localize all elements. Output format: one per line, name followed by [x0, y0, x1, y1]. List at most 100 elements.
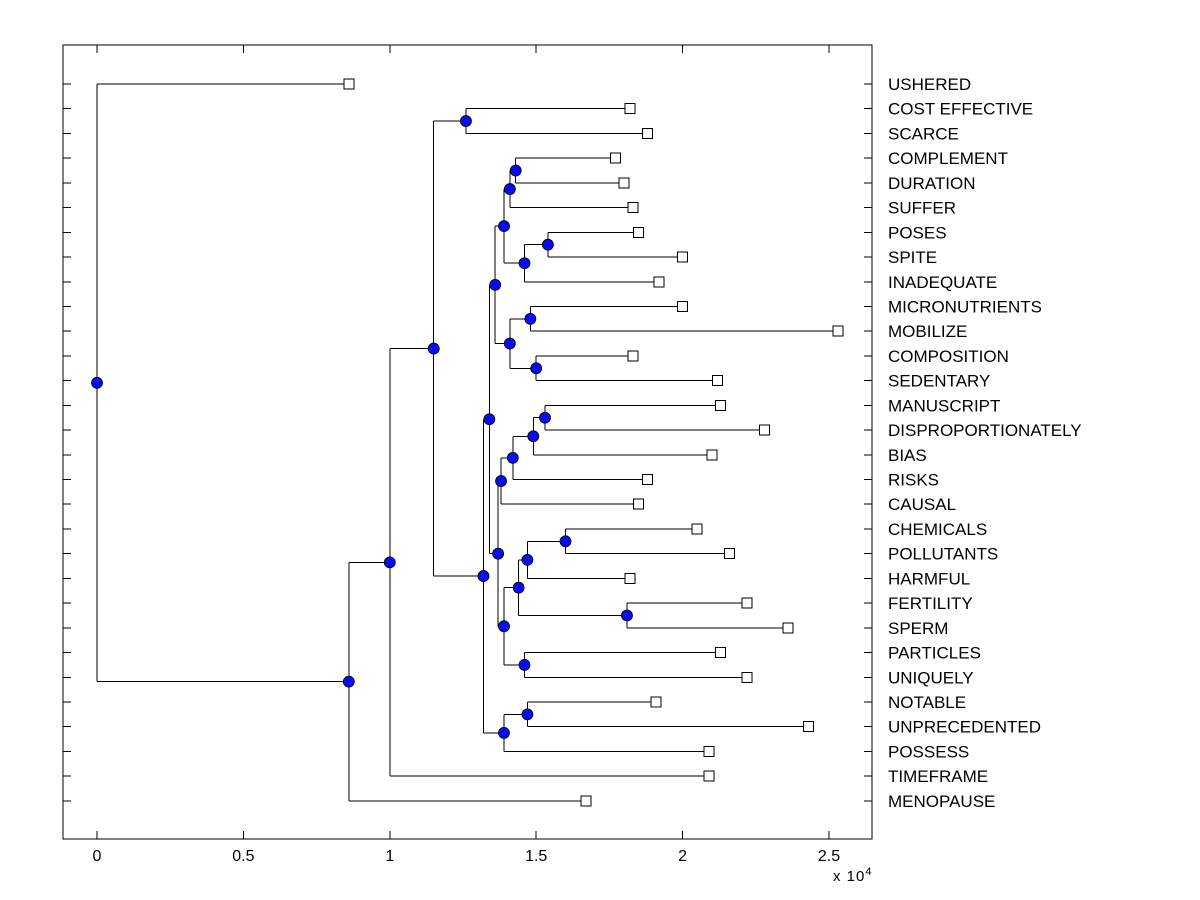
- internal-node-marker: [518, 659, 531, 671]
- leaf-label: DISPROPORTIONATELY: [888, 421, 1082, 440]
- leaf-marker: [759, 424, 771, 436]
- leaf-marker: [650, 696, 662, 708]
- leaf-label: CAUSAL: [888, 495, 956, 514]
- internal-node-marker: [621, 609, 633, 622]
- leaf-marker: [677, 251, 689, 263]
- leaf-marker: [715, 647, 727, 659]
- internal-node-marker: [512, 581, 525, 594]
- internal-node-marker: [460, 115, 472, 127]
- leaf-marker: [624, 103, 636, 115]
- internal-node-marker: [342, 675, 355, 688]
- leaf-marker: [343, 78, 355, 90]
- internal-node-marker: [483, 413, 496, 426]
- leaf-marker: [641, 127, 653, 139]
- leaf-label: UNIQUELY: [888, 668, 974, 687]
- leaf-label: POLLUTANTS: [888, 545, 998, 564]
- leaf-label: POSES: [888, 223, 947, 242]
- internal-node-marker: [477, 570, 490, 582]
- leaf-marker: [653, 276, 665, 288]
- internal-node-marker: [542, 238, 554, 251]
- internal-node-marker: [503, 337, 516, 350]
- leaf-label: FERTILITY: [888, 594, 973, 613]
- leaf-marker: [782, 622, 794, 634]
- leaf-marker: [706, 449, 718, 461]
- leaf-label: MOBILIZE: [888, 322, 967, 341]
- leaf-marker: [641, 474, 653, 486]
- leaf-label: SCARCE: [888, 124, 959, 143]
- leaf-marker: [627, 350, 639, 362]
- leaf-label: POSSESS: [888, 742, 969, 761]
- leaf-marker: [712, 375, 724, 387]
- leaf-label: COMPOSITION: [888, 347, 1009, 366]
- leaf-label: UNPRECEDENTED: [888, 718, 1041, 737]
- leaf-marker: [723, 548, 735, 560]
- leaf-marker: [691, 523, 703, 535]
- leaf-label: RISKS: [888, 471, 939, 490]
- x-axis-multiplier-exponent: 4: [865, 866, 873, 878]
- leaf-marker: [618, 177, 630, 189]
- internal-node-marker: [521, 553, 534, 566]
- x-tick-label: 1: [385, 848, 394, 865]
- internal-node-marker: [506, 451, 519, 464]
- leaf-label: SPERM: [888, 619, 948, 638]
- internal-node-marker: [521, 708, 534, 721]
- x-tick-label: 1.5: [525, 848, 547, 865]
- leaf-marker: [703, 770, 715, 782]
- leaf-marker: [580, 795, 592, 807]
- internal-node-marker: [524, 312, 537, 325]
- leaf-label: USHERED: [888, 75, 971, 94]
- x-tick-label: 2.5: [818, 848, 840, 865]
- leaf-label: CHEMICALS: [888, 520, 987, 539]
- x-axis-multiplier-base: x 10: [833, 868, 866, 885]
- leaf-label: DURATION: [888, 174, 976, 193]
- leaf-marker: [624, 572, 636, 584]
- internal-node-marker: [509, 164, 522, 177]
- internal-node-marker: [492, 547, 505, 560]
- leaf-marker: [627, 202, 639, 214]
- x-tick-label: 0.5: [232, 848, 254, 865]
- leaf-marker: [703, 745, 715, 757]
- x-axis-multiplier-label: x 104: [833, 866, 872, 885]
- leaf-label: MICRONUTRIENTS: [888, 297, 1042, 316]
- leaf-label: TIMEFRAME: [888, 767, 988, 786]
- internal-node-marker: [498, 620, 510, 633]
- leaf-marker: [633, 498, 645, 510]
- internal-node-marker: [503, 183, 516, 195]
- leaf-label: HARMFUL: [888, 569, 970, 588]
- leaf-label: MANUSCRIPT: [888, 396, 1000, 415]
- leaf-marker: [741, 597, 753, 609]
- x-tick-label: 2: [678, 848, 687, 865]
- leaf-marker: [633, 226, 645, 238]
- internal-node-marker: [427, 342, 440, 355]
- leaf-marker: [677, 300, 689, 312]
- internal-node-marker: [383, 556, 396, 569]
- leaf-label: SEDENTARY: [888, 372, 990, 391]
- internal-node-marker: [91, 376, 103, 389]
- leaf-marker: [832, 325, 844, 337]
- leaf-label: NOTABLE: [888, 693, 966, 712]
- internal-node-marker: [495, 475, 507, 487]
- internal-node-marker: [498, 727, 510, 739]
- leaf-label: BIAS: [888, 446, 927, 465]
- internal-node-marker: [559, 535, 572, 548]
- leaf-marker: [741, 671, 753, 683]
- leaf-marker: [715, 399, 727, 411]
- plot-frame: [62, 44, 873, 840]
- leaf-marker: [803, 721, 815, 733]
- leaf-label: COST EFFECTIVE: [888, 100, 1033, 119]
- leaf-label: SPITE: [888, 248, 937, 267]
- internal-node-marker: [498, 220, 510, 233]
- internal-node-marker: [539, 411, 551, 424]
- leaf-label: INADEQUATE: [888, 273, 997, 292]
- leaf-label: COMPLEMENT: [888, 149, 1008, 168]
- leaf-marker: [609, 152, 621, 164]
- leaf-label: MENOPAUSE: [888, 792, 995, 811]
- internal-node-marker: [530, 362, 543, 375]
- internal-node-marker: [489, 278, 502, 291]
- leaf-label: SUFFER: [888, 199, 956, 218]
- x-tick-label: 0: [93, 848, 102, 865]
- internal-node-marker: [527, 430, 540, 443]
- leaf-label: PARTICLES: [888, 644, 981, 663]
